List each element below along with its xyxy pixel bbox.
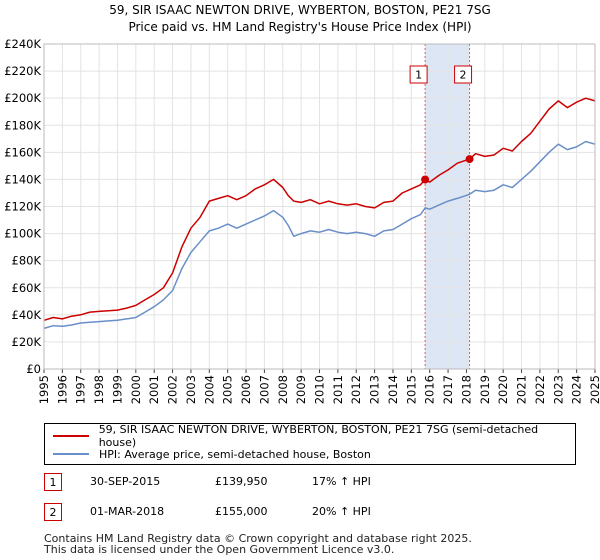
x-tick-label: 2017 <box>441 375 455 404</box>
sale-label-box <box>409 65 428 84</box>
x-tick-label: 2007 <box>257 375 271 404</box>
sale-date: 30-SEP-2015 <box>90 475 161 488</box>
x-tick-label: 1998 <box>92 375 106 404</box>
legend-label-hpi: HPI: Average price, semi-detached house,… <box>99 447 371 461</box>
x-tick-label: 2011 <box>331 375 345 404</box>
x-tick-label: 2024 <box>570 375 584 404</box>
footer-attribution: Contains HM Land Registry data © Crown c… <box>44 533 472 555</box>
legend-swatch-property <box>53 435 89 437</box>
sale-point <box>465 155 474 164</box>
footer-line-2: This data is licensed under the Open Gov… <box>44 543 395 556</box>
legend-item-hpi: HPI: Average price, semi-detached house,… <box>53 445 371 463</box>
sale-hpi-change: 20% ↑ HPI <box>312 505 371 518</box>
x-tick-label: 2018 <box>459 375 473 404</box>
x-tick-label: 2020 <box>496 375 510 404</box>
y-tick-label: £220K <box>4 64 41 78</box>
x-tick-label: 2000 <box>129 375 143 404</box>
property-series-line <box>43 97 596 322</box>
legend-item-property: 59, SIR ISAAC NEWTON DRIVE, WYBERTON, BO… <box>53 423 575 449</box>
plot-frame <box>43 43 596 370</box>
sale-label-box <box>454 65 473 84</box>
legend-swatch-hpi <box>53 453 89 455</box>
x-tick-label: 2015 <box>404 375 418 404</box>
sale-date: 01-MAR-2018 <box>90 505 165 518</box>
x-tick-label: 2023 <box>551 375 565 404</box>
footer-line-1: Contains HM Land Registry data © Crown c… <box>44 532 472 545</box>
x-tick-label: 1996 <box>55 375 69 404</box>
sale-row-1: 1 30-SEP-2015 £139,950 17% ↑ HPI <box>0 473 600 495</box>
sale-marker-2: 2 <box>44 503 62 521</box>
x-tick-label: 2009 <box>294 375 308 404</box>
chart-subtitle: Price paid vs. HM Land Registry's House … <box>128 20 471 34</box>
y-tick-label: £60K <box>12 281 42 295</box>
x-tick-label: 2021 <box>515 375 529 404</box>
x-tick-label: 1999 <box>110 375 124 404</box>
y-tick-label: £160K <box>4 145 41 159</box>
x-tick-label: 2016 <box>423 375 437 404</box>
x-tick-label: 2004 <box>202 375 216 404</box>
y-tick-label: £180K <box>4 118 41 132</box>
x-tick-label: 2013 <box>368 375 382 404</box>
hpi-series-line <box>43 140 596 330</box>
x-tick-label: 2003 <box>184 375 198 404</box>
sale-point <box>421 175 430 184</box>
price-chart: 59, SIR ISAAC NEWTON DRIVE, WYBERTON, BO… <box>4 3 600 404</box>
sale-row-2: 2 01-MAR-2018 £155,000 20% ↑ HPI <box>0 503 600 525</box>
sale-hpi-change: 17% ↑ HPI <box>312 475 371 488</box>
y-tick-label: £140K <box>4 172 41 186</box>
y-tick-label: £240K <box>4 37 41 51</box>
legend: 59, SIR ISAAC NEWTON DRIVE, WYBERTON, BO… <box>44 423 576 465</box>
x-tick-label: 2005 <box>221 375 235 404</box>
legend-label-property: 59, SIR ISAAC NEWTON DRIVE, WYBERTON, BO… <box>98 423 539 449</box>
sale-price: £139,950 <box>215 475 268 488</box>
x-tick-label: 2012 <box>349 375 363 404</box>
x-tick-label: 2010 <box>313 375 327 404</box>
y-tick-label: £100K <box>4 227 41 241</box>
y-tick-label: £40K <box>12 308 42 322</box>
x-tick-label: 1995 <box>37 375 51 404</box>
x-tick-label: 2008 <box>276 375 290 404</box>
x-tick-label: 2022 <box>533 375 547 404</box>
sale-label-text: 1 <box>415 69 422 82</box>
chart-title: 59, SIR ISAAC NEWTON DRIVE, WYBERTON, BO… <box>109 3 491 17</box>
y-tick-label: £20K <box>12 335 42 349</box>
sale-marker-1: 1 <box>44 473 62 491</box>
y-tick-label: £80K <box>12 254 42 268</box>
x-tick-label: 2025 <box>588 375 600 404</box>
y-tick-label: £0 <box>26 362 41 376</box>
x-tick-label: 2006 <box>239 375 253 404</box>
x-tick-label: 1997 <box>74 375 88 404</box>
sale-label-text: 2 <box>460 69 467 82</box>
y-tick-label: £200K <box>4 91 41 105</box>
x-tick-label: 2002 <box>166 375 180 404</box>
x-tick-label: 2001 <box>147 375 161 404</box>
y-tick-label: £120K <box>4 200 41 214</box>
sale-price: £155,000 <box>215 505 268 518</box>
x-tick-label: 2019 <box>478 375 492 404</box>
x-tick-label: 2014 <box>386 375 400 404</box>
